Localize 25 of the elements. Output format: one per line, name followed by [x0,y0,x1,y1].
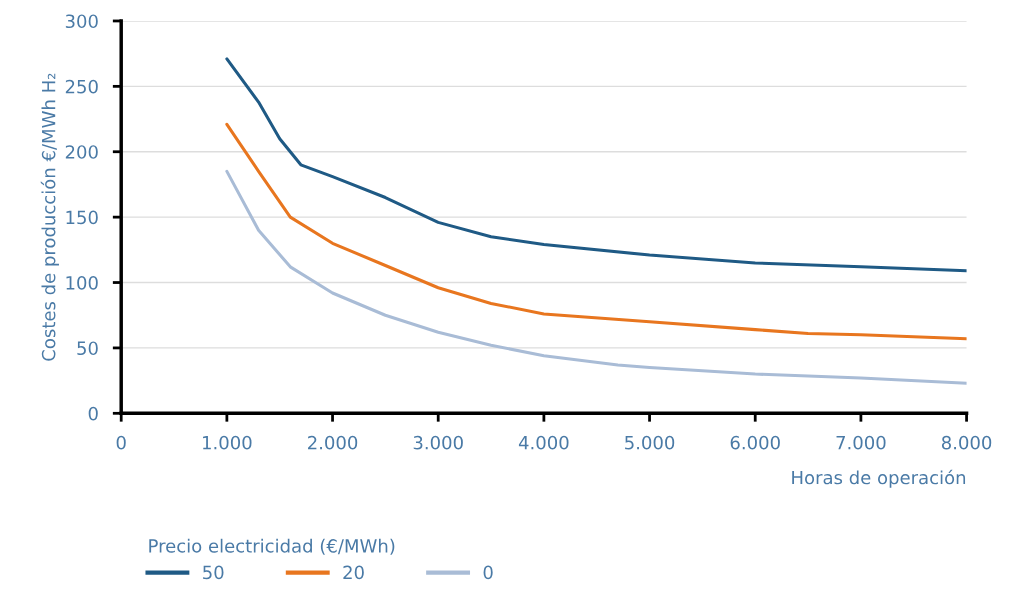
x-tick-label: 6.000 [730,435,780,450]
y-tick-label: 50 [77,341,98,356]
x-tick-label: 2.000 [308,435,358,450]
y-tick-label: 200 [65,145,98,159]
legend-label: 50 [203,565,224,580]
y-tick-label: 300 [65,14,98,29]
x-tick-label: 8.000 [941,435,992,450]
y-tick-label: 0 [88,406,98,421]
legend-label: 20 [343,565,364,580]
x-tick-label: 0 [116,435,126,450]
legend-title: Precio electricidad (€/MWh) [149,538,395,555]
x-axis-title: Horas de operación [792,469,966,488]
x-tick-label: 4.000 [518,435,569,450]
x-tick-label: 3.000 [413,435,463,450]
legend-label: 0 [483,565,493,580]
y-tick-label: 100 [66,275,98,290]
y-tick-label: 250 [65,79,98,94]
x-tick-label: 5.000 [625,435,675,450]
line-series [225,57,967,273]
line-series [225,169,967,385]
x-tick-label: 1.000 [203,435,252,450]
y-axis-title: Costes de producción €/MWh H₂ [40,73,59,361]
y-tick-label: 150 [66,210,98,225]
line-series [225,122,967,341]
x-tick-label: 7.000 [836,435,886,450]
